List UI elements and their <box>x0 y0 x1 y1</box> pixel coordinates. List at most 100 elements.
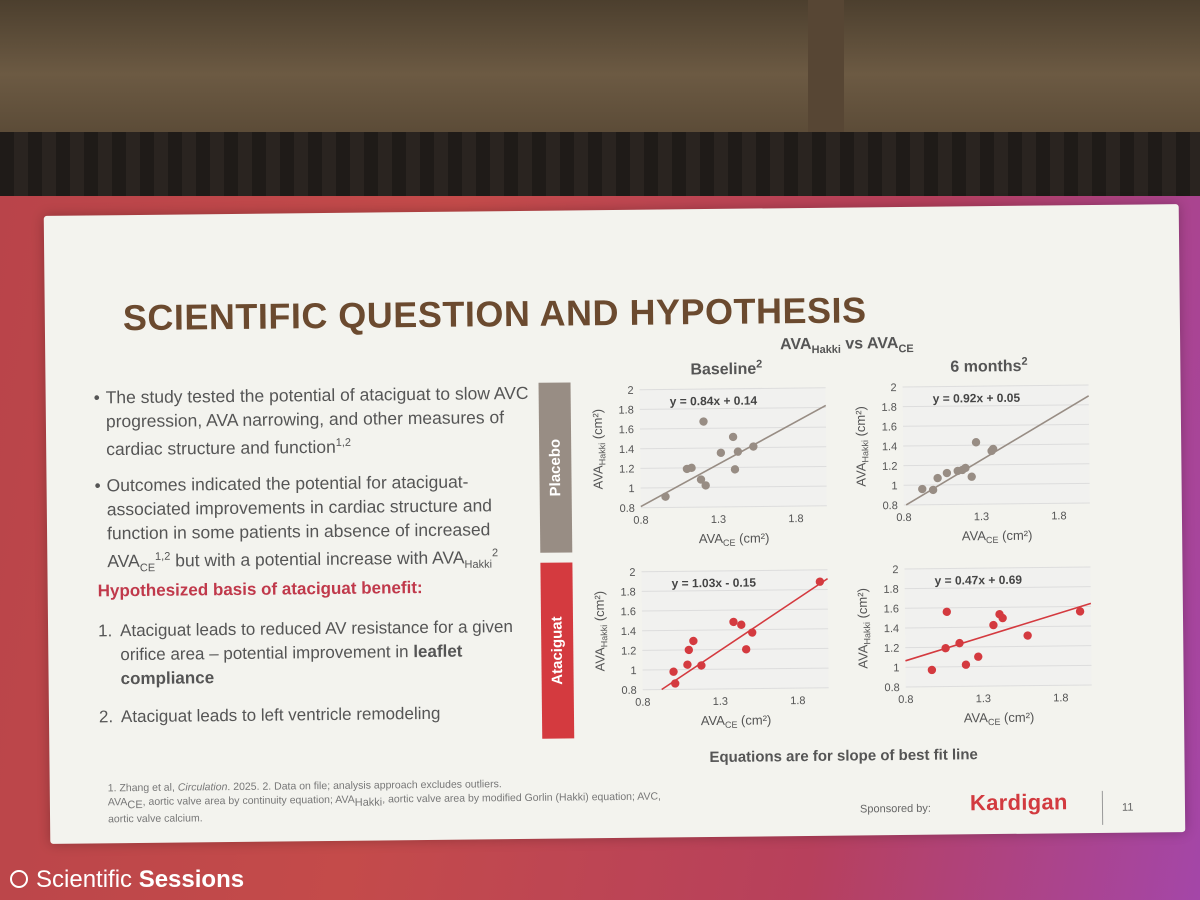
y-tick-label: 1.4 <box>621 626 636 638</box>
y-tick-label: 1 <box>628 483 634 495</box>
data-point <box>730 465 740 474</box>
data-point <box>941 643 950 653</box>
gridline <box>640 426 827 430</box>
y-tick-label: 1.6 <box>882 421 897 433</box>
data-point <box>998 613 1007 623</box>
row-label-ataciguat: Ataciguat <box>540 562 575 739</box>
sponsored-by-label: Sponsored by: <box>859 802 931 816</box>
x-tick-label: 1.3 <box>974 511 989 523</box>
fit-line <box>661 577 829 691</box>
data-point <box>961 463 970 473</box>
gridline <box>902 404 1089 408</box>
gridline <box>641 588 828 592</box>
equation-label: y = 0.47x + 0.69 <box>935 573 1023 588</box>
equation-label: y = 0.92x + 0.05 <box>933 391 1021 406</box>
bullet-item: Outcomes indicated the potential for ata… <box>94 469 535 581</box>
y-tick-label: 1.2 <box>884 643 899 655</box>
x-tick-label: 1.3 <box>711 514 726 526</box>
column-header-6-months: 6 months2 <box>950 355 1028 376</box>
equation-label: y = 1.03x - 0.15 <box>672 576 757 591</box>
data-point <box>927 665 937 675</box>
fit-line <box>905 395 1090 506</box>
data-point <box>683 660 692 669</box>
data-point <box>942 468 952 478</box>
gridline <box>905 645 1092 649</box>
y-tick-label: 2 <box>629 567 635 579</box>
y-tick-label: 1.4 <box>884 623 899 635</box>
gridline <box>903 443 1090 447</box>
gridline <box>641 569 828 573</box>
gridline <box>640 446 827 450</box>
gridline <box>639 406 826 410</box>
data-point <box>741 645 751 654</box>
hypothesis-heading: Hypothesized basis of ataciguat benefit: <box>97 578 423 601</box>
x-tick-label: 0.8 <box>896 512 911 524</box>
x-tick-label: 1.3 <box>713 696 728 708</box>
x-tick-label: 1.8 <box>1051 510 1066 522</box>
data-point <box>669 667 678 676</box>
data-point <box>687 463 696 473</box>
data-point <box>933 473 942 483</box>
gridline <box>903 482 1090 486</box>
y-tick-label: 1.2 <box>619 463 634 475</box>
y-tick-label: 1.8 <box>618 404 633 416</box>
x-tick-label: 1.8 <box>788 513 803 525</box>
page-number: 11 <box>1121 801 1134 814</box>
gridline <box>902 423 1089 427</box>
y-tick-label: 0.8 <box>884 682 899 694</box>
x-axis-title: AVACE (cm²) <box>699 530 770 548</box>
background-pillar <box>808 0 844 132</box>
gridline <box>639 387 826 391</box>
chart-grid-heading: AVAHakki vs AVACE <box>780 335 914 357</box>
data-point <box>671 679 680 688</box>
fit-line <box>640 404 827 508</box>
y-axis-title: AVAHakki (cm²) <box>590 409 608 490</box>
y-tick-label: 1.4 <box>619 444 634 456</box>
gridline <box>642 628 829 632</box>
gridline <box>640 485 827 489</box>
data-point <box>747 628 757 637</box>
y-tick-label: 1.6 <box>621 606 636 618</box>
background-wall <box>0 0 1200 135</box>
bullet-item: The study tested the potential of atacig… <box>94 381 535 461</box>
data-point <box>942 607 951 616</box>
event-logo-icon <box>10 870 28 888</box>
kardigan-logo: Kardigan <box>969 789 1068 816</box>
y-tick-label: 1 <box>891 480 897 492</box>
x-tick-label: 0.8 <box>898 694 913 706</box>
gridline <box>642 647 829 651</box>
data-point <box>728 432 738 442</box>
y-tick-label: 0.8 <box>882 500 897 512</box>
scatter-placebo-baseline: 0.8 1 1.2 1.4 1.6 1.8 2 0.8 1.3 1.8 y = 0.84x + 0.… <box>577 378 839 559</box>
gridline <box>641 608 828 612</box>
column-header-baseline: Baseline2 <box>690 358 763 379</box>
bullet-list: The study tested the potential of atacig… <box>94 381 536 593</box>
data-point <box>988 444 998 454</box>
event-branding: Scientific Sessions <box>10 866 244 894</box>
gridline <box>903 463 1090 467</box>
data-point <box>697 661 706 670</box>
equations-note: Equations are for slope of best fit line <box>709 746 978 767</box>
gridline <box>642 687 829 691</box>
hypothesis-item: 1. Ataciguat leads to reduced AV resista… <box>97 617 513 689</box>
x-tick-label: 0.8 <box>633 515 648 527</box>
y-tick-label: 0.8 <box>619 503 634 515</box>
x-axis-title: AVACE (cm²) <box>701 712 772 730</box>
data-point <box>701 481 710 490</box>
data-point <box>684 645 694 655</box>
y-tick-label: 2 <box>892 564 898 576</box>
data-point <box>928 485 938 495</box>
x-axis-title: AVACE (cm²) <box>962 528 1033 546</box>
equation-label: y = 0.84x + 0.14 <box>670 393 758 408</box>
y-tick-label: 1.8 <box>881 402 896 414</box>
scatter-ataciguat-baseline: 0.8 1 1.2 1.4 1.6 1.8 2 0.8 1.3 1.8 y = 1.03x - 0.… <box>579 560 841 741</box>
row-label-placebo: Placebo <box>538 382 573 553</box>
y-axis-title: AVAHakki (cm²) <box>592 591 610 672</box>
gridline <box>903 502 1090 506</box>
y-tick-label: 1 <box>893 662 899 674</box>
data-point <box>733 447 743 456</box>
data-point <box>967 472 976 481</box>
y-tick-label: 1.8 <box>620 586 635 598</box>
slide-title: SCIENTIFIC QUESTION AND HYPOTHESIS <box>122 289 867 339</box>
data-point <box>974 652 983 661</box>
